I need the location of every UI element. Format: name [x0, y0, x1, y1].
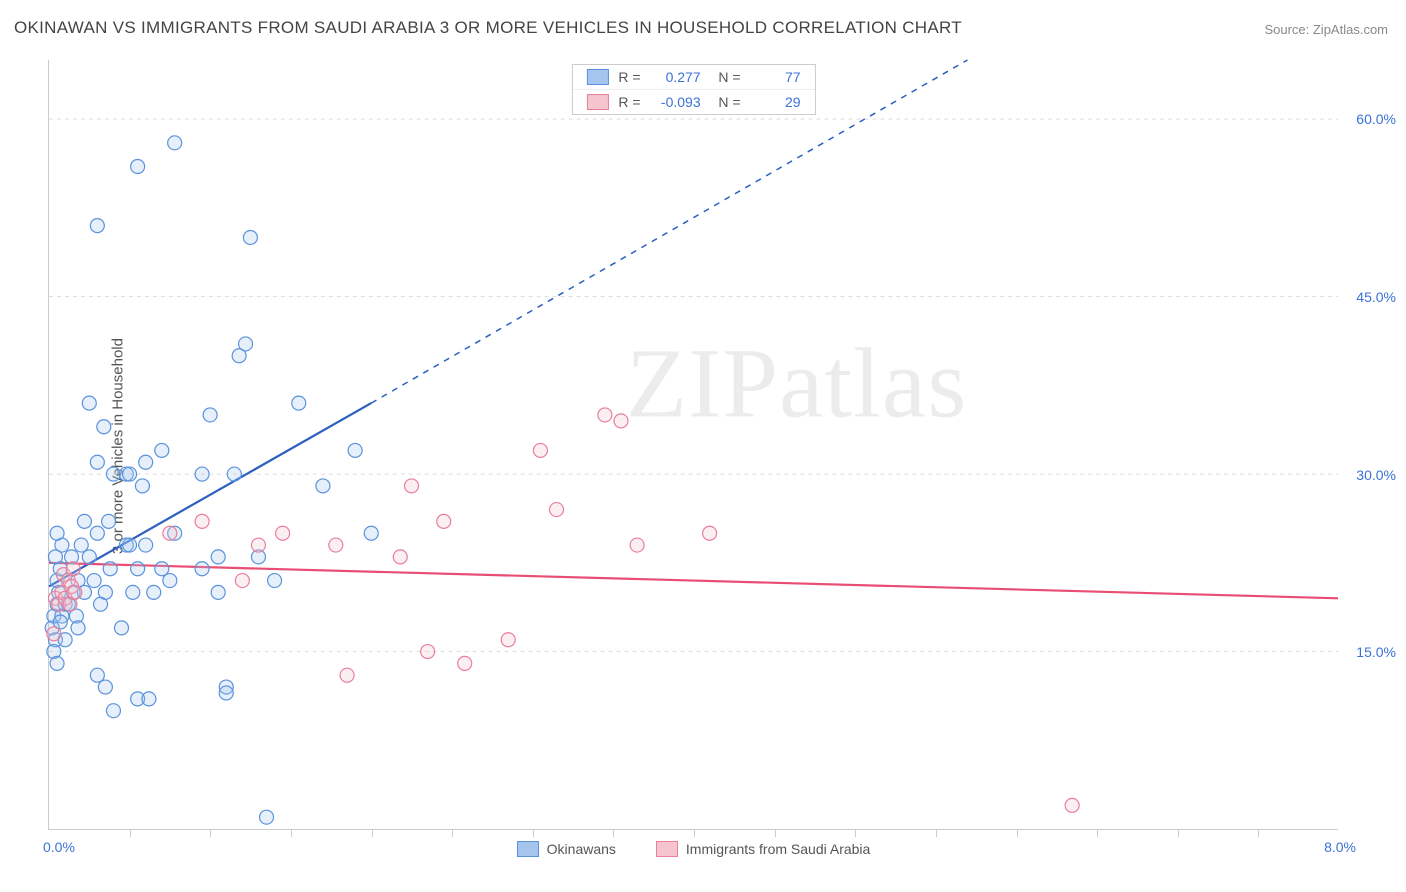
n-value-1: 77 [751, 69, 801, 85]
r-value-1: 0.277 [651, 69, 701, 85]
swatch-series-1 [586, 69, 608, 85]
plot-area: ZIPatlas R = 0.277 N = 77 R = -0.093 N =… [48, 60, 1338, 830]
x-tick [1178, 829, 1179, 837]
bottom-legend: Okinawans Immigrants from Saudi Arabia [49, 841, 1338, 857]
r-label: R = [618, 69, 640, 85]
stats-row-1: R = 0.277 N = 77 [572, 65, 814, 89]
x-tick [291, 829, 292, 837]
y-tick-label: 15.0% [1356, 644, 1396, 660]
n-label: N = [711, 69, 741, 85]
x-tick [210, 829, 211, 837]
y-tick-label: 45.0% [1356, 289, 1396, 305]
swatch-series-2 [586, 94, 608, 110]
x-tick [694, 829, 695, 837]
y-tick-label: 30.0% [1356, 467, 1396, 483]
legend-item-2: Immigrants from Saudi Arabia [656, 841, 870, 857]
x-tick [1258, 829, 1259, 837]
legend-label-2: Immigrants from Saudi Arabia [686, 841, 870, 857]
swatch-icon [517, 841, 539, 857]
x-tick [533, 829, 534, 837]
n-value-2: 29 [751, 94, 801, 110]
chart-title: OKINAWAN VS IMMIGRANTS FROM SAUDI ARABIA… [14, 18, 962, 38]
scatter-svg [49, 60, 1338, 829]
swatch-icon [656, 841, 678, 857]
x-tick [936, 829, 937, 837]
x-tick [855, 829, 856, 837]
r-value-2: -0.093 [651, 94, 701, 110]
x-tick [1097, 829, 1098, 837]
stats-legend: R = 0.277 N = 77 R = -0.093 N = 29 [571, 64, 815, 115]
x-tick [613, 829, 614, 837]
stats-row-2: R = -0.093 N = 29 [572, 89, 814, 114]
n-label: N = [711, 94, 741, 110]
y-tick-label: 60.0% [1356, 111, 1396, 127]
legend-label-1: Okinawans [547, 841, 616, 857]
x-tick [1017, 829, 1018, 837]
x-tick [452, 829, 453, 837]
source-label: Source: ZipAtlas.com [1264, 22, 1388, 37]
r-label: R = [618, 94, 640, 110]
legend-item-1: Okinawans [517, 841, 616, 857]
x-tick [775, 829, 776, 837]
x-tick [130, 829, 131, 837]
x-tick [372, 829, 373, 837]
